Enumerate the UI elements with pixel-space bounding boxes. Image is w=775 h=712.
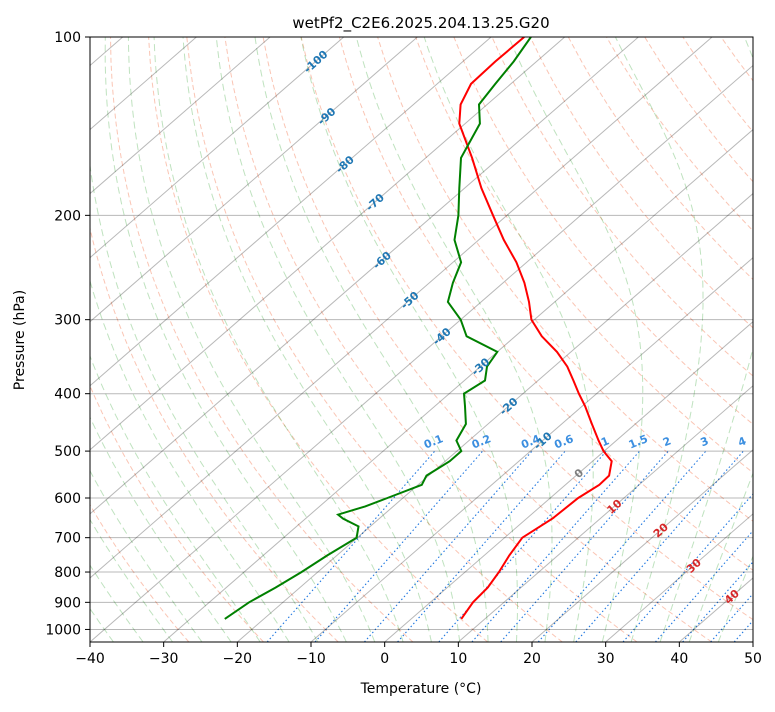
x-tick-label: 20 — [523, 651, 541, 667]
x-tick-label: 30 — [597, 651, 615, 667]
x-tick-label: −10 — [296, 651, 326, 667]
chart-title: wetPf2_C2E6.2025.204.13.25.G20 — [292, 14, 549, 33]
y-tick-label: 500 — [54, 444, 81, 460]
x-tick-label: 0 — [380, 651, 389, 667]
y-tick-label: 900 — [54, 595, 81, 611]
x-tick-label: 40 — [670, 651, 688, 667]
y-tick-label: 700 — [54, 531, 81, 547]
x-tick-label: −40 — [75, 651, 105, 667]
x-tick-label: −20 — [223, 651, 253, 667]
y-tick-label: 100 — [54, 30, 81, 46]
x-tick-label: 10 — [449, 651, 467, 667]
x-axis-label: Temperature (°C) — [360, 681, 482, 697]
y-axis-label: Pressure (hPa) — [12, 290, 28, 390]
y-tick-label: 300 — [54, 313, 81, 329]
y-tick-label: 400 — [54, 387, 81, 403]
y-tick-label: 200 — [54, 208, 81, 224]
y-tick-label: 800 — [54, 565, 81, 581]
x-tick-label: −30 — [149, 651, 179, 667]
y-tick-label: 600 — [54, 491, 81, 507]
y-tick-label: 1000 — [45, 622, 81, 638]
x-tick-label: 50 — [744, 651, 762, 667]
